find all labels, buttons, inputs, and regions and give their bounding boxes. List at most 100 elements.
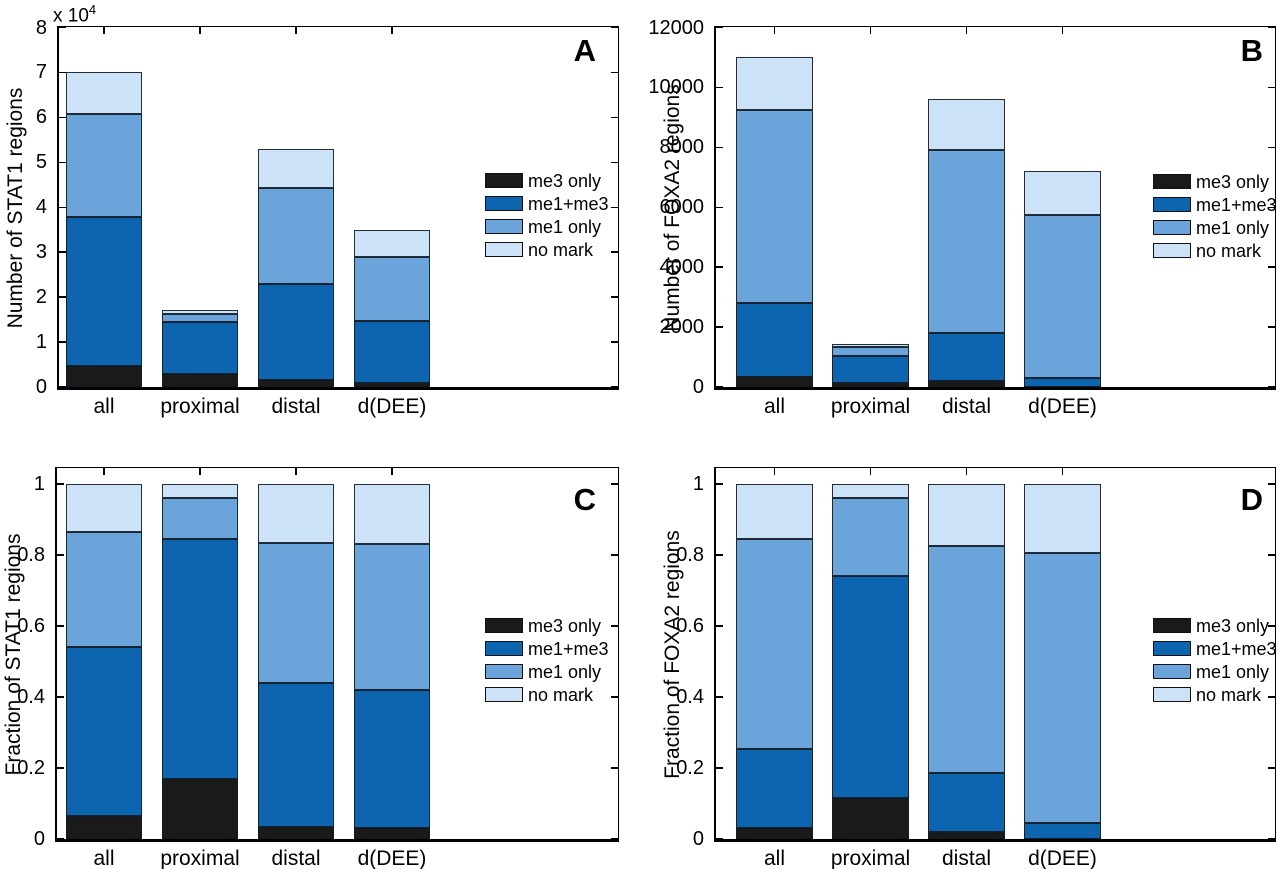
bar-segment-me3-only	[832, 382, 909, 387]
y-tick-mark	[611, 696, 618, 698]
y-tick-mark	[1268, 206, 1275, 208]
bar-segment-me1-only	[832, 498, 909, 577]
y-tick-label: 8000	[659, 136, 705, 159]
y-tick-mark	[611, 767, 618, 769]
y-tick-mark	[716, 386, 723, 388]
legend-swatch-me1-only	[1153, 664, 1191, 679]
legend-swatch-no-mark	[1153, 687, 1191, 702]
y-tick-mark	[611, 386, 618, 388]
panel-letter: D	[1240, 482, 1263, 517]
bar-segment-me3-only	[736, 376, 813, 387]
bar-segment-me3-only	[928, 381, 1005, 387]
y-axis-label: Number of STAT1 regions	[4, 87, 27, 329]
bar-segment-me1-only	[354, 256, 430, 321]
y-tick-mark	[716, 838, 723, 840]
x-tick-mark	[391, 27, 393, 34]
x-tick-label: proximal	[160, 394, 240, 418]
bar-segment-me1-only	[162, 498, 238, 540]
legend-item: me3 only	[485, 169, 609, 192]
legend: me3 only me1+me3 me1 only no mark	[1153, 614, 1277, 706]
y-tick-mark	[1268, 146, 1275, 149]
bar-segment-me1-me3	[162, 321, 238, 374]
y-tick-mark	[57, 696, 64, 698]
legend-item: me1 only	[485, 660, 609, 683]
legend-swatch-me3-only	[485, 173, 523, 188]
y-tick-mark	[1268, 838, 1275, 840]
bar-segment-me1-only	[832, 346, 909, 356]
bar-segment-me1-me3	[1024, 823, 1101, 839]
legend-label: me1 only	[1196, 661, 1270, 682]
legend-label: me1 only	[528, 216, 602, 237]
x-tick-label: distal	[271, 394, 321, 418]
bar-segment-me3-only	[258, 379, 334, 387]
bar-segment-no-mark	[736, 484, 813, 540]
legend-swatch-me1-only	[485, 219, 523, 234]
legend-label: me1+me3	[528, 638, 609, 659]
bar-segment-me1-me3	[66, 647, 142, 816]
y-tick-mark	[59, 161, 66, 164]
y-tick-mark	[1268, 266, 1275, 268]
y-tick-mark	[611, 251, 618, 253]
x-tick-label: all	[763, 846, 785, 869]
y-tick-mark	[57, 554, 64, 556]
legend: me3 only me1+me3 me1 only no mark	[485, 169, 609, 261]
legend-item: me1+me3	[485, 192, 609, 215]
legend-item: no mark	[485, 683, 609, 706]
legend-swatch-me3-only	[1153, 174, 1191, 189]
legend-item: me1 only	[485, 215, 609, 238]
bar-segment-me1-me3	[1024, 378, 1101, 387]
legend-label: no mark	[1196, 240, 1262, 261]
y-tick-mark	[716, 554, 723, 556]
bar-segment-me1-only	[66, 532, 142, 648]
y-tick-mark	[716, 266, 723, 268]
y-tick-mark	[611, 26, 618, 29]
y-tick-mark	[611, 554, 618, 556]
y-tick-label: 0.2	[676, 757, 704, 780]
y-tick-mark	[57, 483, 64, 485]
x-tick-mark	[103, 468, 105, 475]
y-tick-mark	[57, 625, 64, 627]
legend-swatch-me1-me3	[485, 641, 523, 656]
axis-multiplier-base: x 10	[53, 5, 89, 27]
bar-segment-no-mark	[736, 57, 813, 110]
y-tick-mark	[1268, 386, 1275, 388]
y-tick-mark	[59, 26, 66, 29]
bar-segment-me1-only	[928, 150, 1005, 334]
legend-swatch-no-mark	[1153, 243, 1191, 258]
y-tick-label: 0.8	[676, 544, 704, 567]
y-tick-mark	[59, 341, 66, 343]
bar-segment-me3-only	[162, 373, 238, 387]
y-tick-label: 0.6	[676, 615, 704, 638]
bar-segment-no-mark	[258, 484, 334, 543]
bar-segment-me1-me3	[66, 217, 142, 366]
bar-segment-me1-only	[258, 187, 334, 284]
y-tick-mark	[611, 838, 618, 840]
x-tick-label: distal	[941, 846, 992, 869]
bar-segment-me3-only	[928, 831, 1005, 839]
y-tick-mark	[716, 26, 723, 29]
x-tick-label: proximal	[830, 846, 911, 869]
bar-segment-me1-me3	[928, 773, 1005, 832]
legend-item: me1 only	[1153, 660, 1277, 683]
y-tick-label: 0	[33, 828, 45, 850]
x-tick-mark	[1061, 27, 1064, 34]
y-tick-label: 0.2	[17, 757, 45, 780]
y-tick-mark	[611, 483, 618, 485]
y-tick-mark	[1268, 26, 1275, 29]
y-tick-mark	[57, 838, 64, 840]
legend-item: no mark	[485, 238, 609, 261]
y-tick-mark	[1268, 767, 1275, 769]
x-tick-label: distal	[941, 394, 992, 418]
y-tick-label: 0	[692, 828, 704, 850]
bar-segment-me1-me3	[162, 539, 238, 779]
bar-segment-me1-me3	[736, 303, 813, 377]
panel-b-plot-box: 0 2000 4000 6000 8000 10000 12000 all proximal di…	[648, 17, 1276, 418]
y-tick-mark	[59, 296, 66, 298]
legend-item: me1+me3	[485, 637, 609, 660]
legend-label: me3 only	[1196, 171, 1270, 192]
y-tick-label: 6000	[659, 196, 705, 219]
x-tick-label: all	[763, 394, 785, 418]
legend-label: no mark	[1196, 684, 1262, 705]
